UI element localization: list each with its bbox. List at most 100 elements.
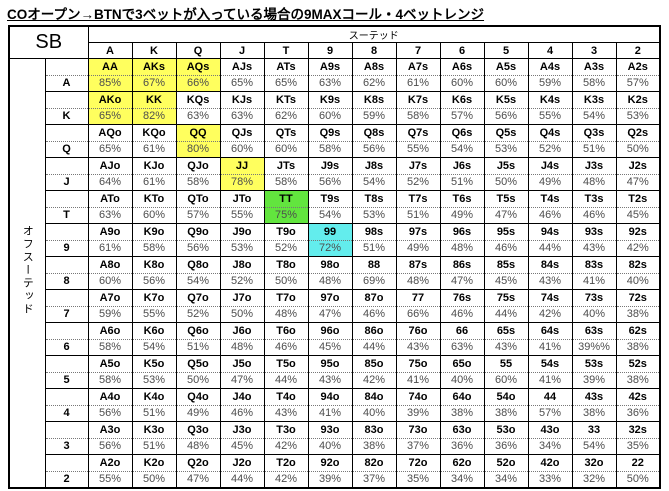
hand-percent: 61% — [406, 77, 430, 89]
hand-cell-54o: 54o 38% — [483, 388, 529, 422]
hand-label: KQs — [176, 92, 220, 109]
row-header-label: J — [63, 176, 70, 188]
hand-cell-J4o: J4o 46% — [219, 388, 265, 422]
hand-cell-95s: 95s 46% — [483, 223, 529, 257]
hand-cell-Q6s: Q6s 54% — [439, 124, 485, 158]
hand-percent: 41% — [538, 374, 562, 386]
hand-cell-K5o: K5o 53% — [131, 355, 177, 389]
col-header-9: 9 — [307, 42, 353, 59]
row-header-label: 8 — [63, 275, 70, 287]
hand-label: 76o — [396, 323, 440, 340]
hand-label: Q9o — [176, 224, 220, 241]
col-header-T: T — [263, 42, 309, 59]
hand-label: 63s — [572, 323, 616, 340]
hand-label: TT — [264, 191, 308, 208]
hand-cell-J3s: J3s 48% — [571, 157, 617, 191]
hand-label: 22 — [616, 455, 659, 472]
hand-percent: 36% — [450, 440, 474, 452]
hand-percent: 57% — [626, 77, 649, 89]
hand-label: A2s — [616, 59, 659, 76]
hand-cell-65s: 65s 43% — [483, 322, 529, 356]
hand-percent: 52% — [186, 308, 210, 320]
hand-percent: 34% — [538, 440, 562, 452]
offsuit-label-cell: オフスーテッド — [8, 58, 46, 489]
hand-cell-AKs: AKs 67% — [131, 58, 177, 92]
hand-percent: 36% — [626, 407, 649, 419]
hand-label: 62o — [440, 455, 484, 472]
hand-cell-T6o: T6o 46% — [263, 322, 309, 356]
hand-percent: 55% — [538, 110, 562, 122]
hand-cell-75s: 75s 44% — [483, 289, 529, 323]
hand-label: T7o — [264, 290, 308, 307]
hand-label: T3s — [572, 191, 616, 208]
hand-cell-K8s: K8s 59% — [351, 91, 397, 125]
hand-label: K7o — [132, 290, 176, 307]
hand-percent: 51% — [142, 440, 166, 452]
hand-label: J8s — [352, 158, 396, 175]
hand-percent: 37% — [362, 473, 386, 485]
hand-label: Q9s — [308, 125, 352, 142]
hand-label: KK — [132, 92, 176, 109]
hand-percent: 78% — [230, 176, 254, 188]
hand-label: K5o — [132, 356, 176, 373]
hand-label: QJo — [176, 158, 220, 175]
hand-percent: 48% — [230, 341, 254, 353]
hand-cell-KQs: KQs 63% — [175, 91, 221, 125]
hand-percent: 47% — [230, 374, 254, 386]
hand-cell-94o: 94o 41% — [307, 388, 353, 422]
hand-label: T8s — [352, 191, 396, 208]
hand-cell-44: 44 57% — [527, 388, 573, 422]
hand-cell-K2s: K2s 53% — [615, 91, 661, 125]
hand-percent: 53% — [362, 209, 386, 221]
hand-label: A3s — [572, 59, 616, 76]
hand-percent: 55% — [406, 143, 430, 155]
hand-cell-J4s: J4s 49% — [527, 157, 573, 191]
hand-label: Q4o — [176, 389, 220, 406]
hand-label: 96o — [308, 323, 352, 340]
hand-percent: 39%% — [578, 341, 610, 353]
hand-cell-T4s: T4s 46% — [527, 190, 573, 224]
hand-percent: 85% — [98, 77, 122, 89]
hand-label: T5s — [484, 191, 528, 208]
hand-percent: 32% — [582, 473, 606, 485]
col-header-4: 4 — [527, 42, 573, 59]
hand-percent: 38% — [626, 374, 649, 386]
hand-percent: 58% — [142, 242, 166, 254]
hand-percent: 59% — [98, 308, 122, 320]
hand-cell-65o: 65o 40% — [439, 355, 485, 389]
hand-label: AKo — [88, 92, 132, 109]
col-header-5: 5 — [483, 42, 529, 59]
hand-cell-87o: 87o 46% — [351, 289, 397, 323]
hand-cell-55: 55 60% — [483, 355, 529, 389]
hand-label: 54o — [484, 389, 528, 406]
hand-cell-T5s: T5s 47% — [483, 190, 529, 224]
hand-cell-93s: 93s 43% — [571, 223, 617, 257]
hand-label: 75o — [396, 356, 440, 373]
row-header-K: K — [44, 91, 89, 125]
hand-label: 33 — [572, 422, 616, 439]
hand-cell-63s: 63s 39%% — [571, 322, 617, 356]
hand-label: 52s — [616, 356, 659, 373]
col-header-3: 3 — [571, 42, 617, 59]
hand-percent: 49% — [186, 407, 210, 419]
hand-percent: 57% — [186, 209, 210, 221]
hand-percent: 60% — [494, 374, 518, 386]
hand-percent: 34% — [494, 473, 518, 485]
col-header-8: 8 — [351, 42, 397, 59]
hand-cell-96s: 96s 48% — [439, 223, 485, 257]
hand-label: 72s — [616, 290, 659, 307]
hand-cell-A4s: A4s 59% — [527, 58, 573, 92]
hand-percent: 43% — [494, 341, 518, 353]
hand-label: T2o — [264, 455, 308, 472]
hand-cell-93o: 93o 40% — [307, 421, 353, 455]
hand-label: JTs — [264, 158, 308, 175]
col-header-7: 7 — [395, 42, 441, 59]
hand-label: K6s — [440, 92, 484, 109]
hand-cell-Q3s: Q3s 51% — [571, 124, 617, 158]
hand-label: Q7s — [396, 125, 440, 142]
hand-label: T4s — [528, 191, 572, 208]
hand-label: AQo — [88, 125, 132, 142]
hand-percent: 40% — [450, 374, 474, 386]
hand-cell-K7s: K7s 58% — [395, 91, 441, 125]
col-header-2: 2 — [615, 42, 661, 59]
